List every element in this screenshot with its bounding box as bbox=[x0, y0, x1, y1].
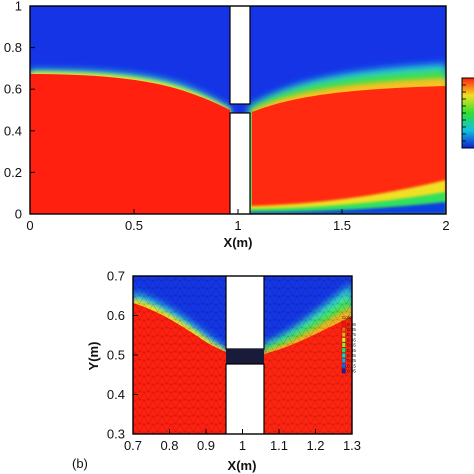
panel-b-x-tick-label: 0.9 bbox=[197, 438, 215, 453]
panel-a-y-tick-label: 0.8 bbox=[4, 40, 22, 55]
panel-b-legend-label: 0.85 bbox=[347, 327, 356, 332]
panel-a-x-ticks: 0 0.5 1 1.5 2 bbox=[26, 209, 450, 233]
panel-b-x-tick-label: 1.2 bbox=[306, 438, 324, 453]
panel-b-legend-label: 0.35 bbox=[347, 353, 356, 358]
panel-b-x-ticks: 0.7 0.8 0.9 1 1.1 1.2 1.3 bbox=[124, 429, 361, 453]
panel-a-gate-upper bbox=[229, 6, 251, 105]
panel-a-x-tick-label: 1.5 bbox=[333, 218, 351, 233]
panel-b-x-tick-label: 1.3 bbox=[343, 438, 361, 453]
panel-b-legend-swatch bbox=[341, 353, 346, 358]
panel-b-legend-label: 0.45 bbox=[347, 348, 356, 353]
panel-a-y-tick-label: 0.4 bbox=[4, 123, 22, 138]
panel-b-x-axis-label: X(m) bbox=[228, 458, 257, 473]
panel-b-legend-title: Color bbox=[342, 315, 353, 320]
panel-a-x-tick-label: 0 bbox=[26, 218, 33, 233]
panel-b-legend-label: 0.95 bbox=[347, 322, 356, 327]
panel-b-x-tick-label: 1 bbox=[239, 438, 246, 453]
panel-b-legend-swatch bbox=[341, 347, 346, 353]
panel-a: 0 0.5 1 1.5 2 0 0.2 0.4 0.6 0.8 1 X(m) bbox=[4, 0, 474, 250]
panel-b-field bbox=[133, 276, 352, 434]
panel-b-legend-label: 0.65 bbox=[347, 337, 356, 342]
panel-b-gate-upper bbox=[225, 276, 265, 350]
panel-b-y-tick-label: 0.3 bbox=[107, 427, 125, 442]
panel-a-y-tick-label: 1 bbox=[15, 0, 22, 14]
panel-b-legend-swatch bbox=[341, 342, 346, 348]
panel-b-y-tick-label: 0.7 bbox=[107, 269, 125, 284]
panel-a-upstream-water bbox=[30, 74, 230, 214]
panel-b-legend: Color 0.950.850.750.650.550.450.350.250.… bbox=[341, 315, 356, 374]
panel-a-y-tick-label: 0.2 bbox=[4, 165, 22, 180]
panel-b-legend-swatch bbox=[341, 363, 346, 369]
panel-b-legend-swatch bbox=[341, 337, 346, 343]
panel-b-legend-label: 0.25 bbox=[347, 358, 356, 363]
panel-a-colorbar-ticks bbox=[462, 84, 466, 142]
panel-b-gate-opening bbox=[226, 349, 264, 364]
panel-b-legend-swatch bbox=[341, 327, 346, 332]
panel-b-legend-swatch bbox=[341, 321, 346, 327]
panel-a-field bbox=[30, 6, 446, 214]
panel-b-y-tick-label: 0.5 bbox=[107, 348, 125, 363]
panel-a-y-ticks: 0 0.2 0.4 0.6 0.8 1 bbox=[4, 0, 35, 222]
panel-b-legend-label: 0.75 bbox=[347, 332, 356, 337]
panel-b-gate-lower bbox=[225, 363, 265, 434]
panel-b-x-tick-label: 0.8 bbox=[160, 438, 178, 453]
panel-b-legend-swatch bbox=[341, 358, 346, 363]
panel-b-y-tick-label: 0.6 bbox=[107, 308, 125, 323]
panel-b: 0.7 0.8 0.9 1 1.1 1.2 1.3 0.3 0.4 0.5 0.6 0.7 X(m)… bbox=[72, 269, 361, 474]
panel-a-x-axis-label: X(m) bbox=[224, 235, 253, 250]
panel-b-legend-swatch bbox=[341, 332, 346, 337]
panel-b-legend-swatch bbox=[341, 368, 346, 374]
panel-b-y-ticks: 0.3 0.4 0.5 0.6 0.7 bbox=[107, 269, 138, 442]
panel-a-x-tick-label: 1 bbox=[234, 218, 241, 233]
panel-a-downstream-water bbox=[252, 86, 446, 214]
panel-a-y-tick-label: 0.6 bbox=[4, 82, 22, 97]
panel-a-x-tick-label: 2 bbox=[442, 218, 449, 233]
panel-b-x-tick-label: 1.1 bbox=[270, 438, 288, 453]
panel-b-label: (b) bbox=[72, 456, 88, 471]
panel-b-y-axis-label: Y(m) bbox=[86, 342, 101, 371]
panel-a-gate-lower bbox=[229, 112, 251, 214]
panel-a-bottom-blue bbox=[250, 202, 446, 214]
panel-b-x-tick-label: 0.7 bbox=[124, 438, 142, 453]
panel-b-y-tick-label: 0.4 bbox=[107, 387, 125, 402]
panel-a-x-tick-label: 0.5 bbox=[125, 218, 143, 233]
panel-b-legend-label: 0.55 bbox=[347, 343, 356, 348]
panel-b-legend-label: 0.05 bbox=[347, 369, 356, 374]
panel-a-y-tick-label: 0 bbox=[15, 207, 22, 222]
panel-b-legend-label: 0.15 bbox=[347, 363, 356, 368]
